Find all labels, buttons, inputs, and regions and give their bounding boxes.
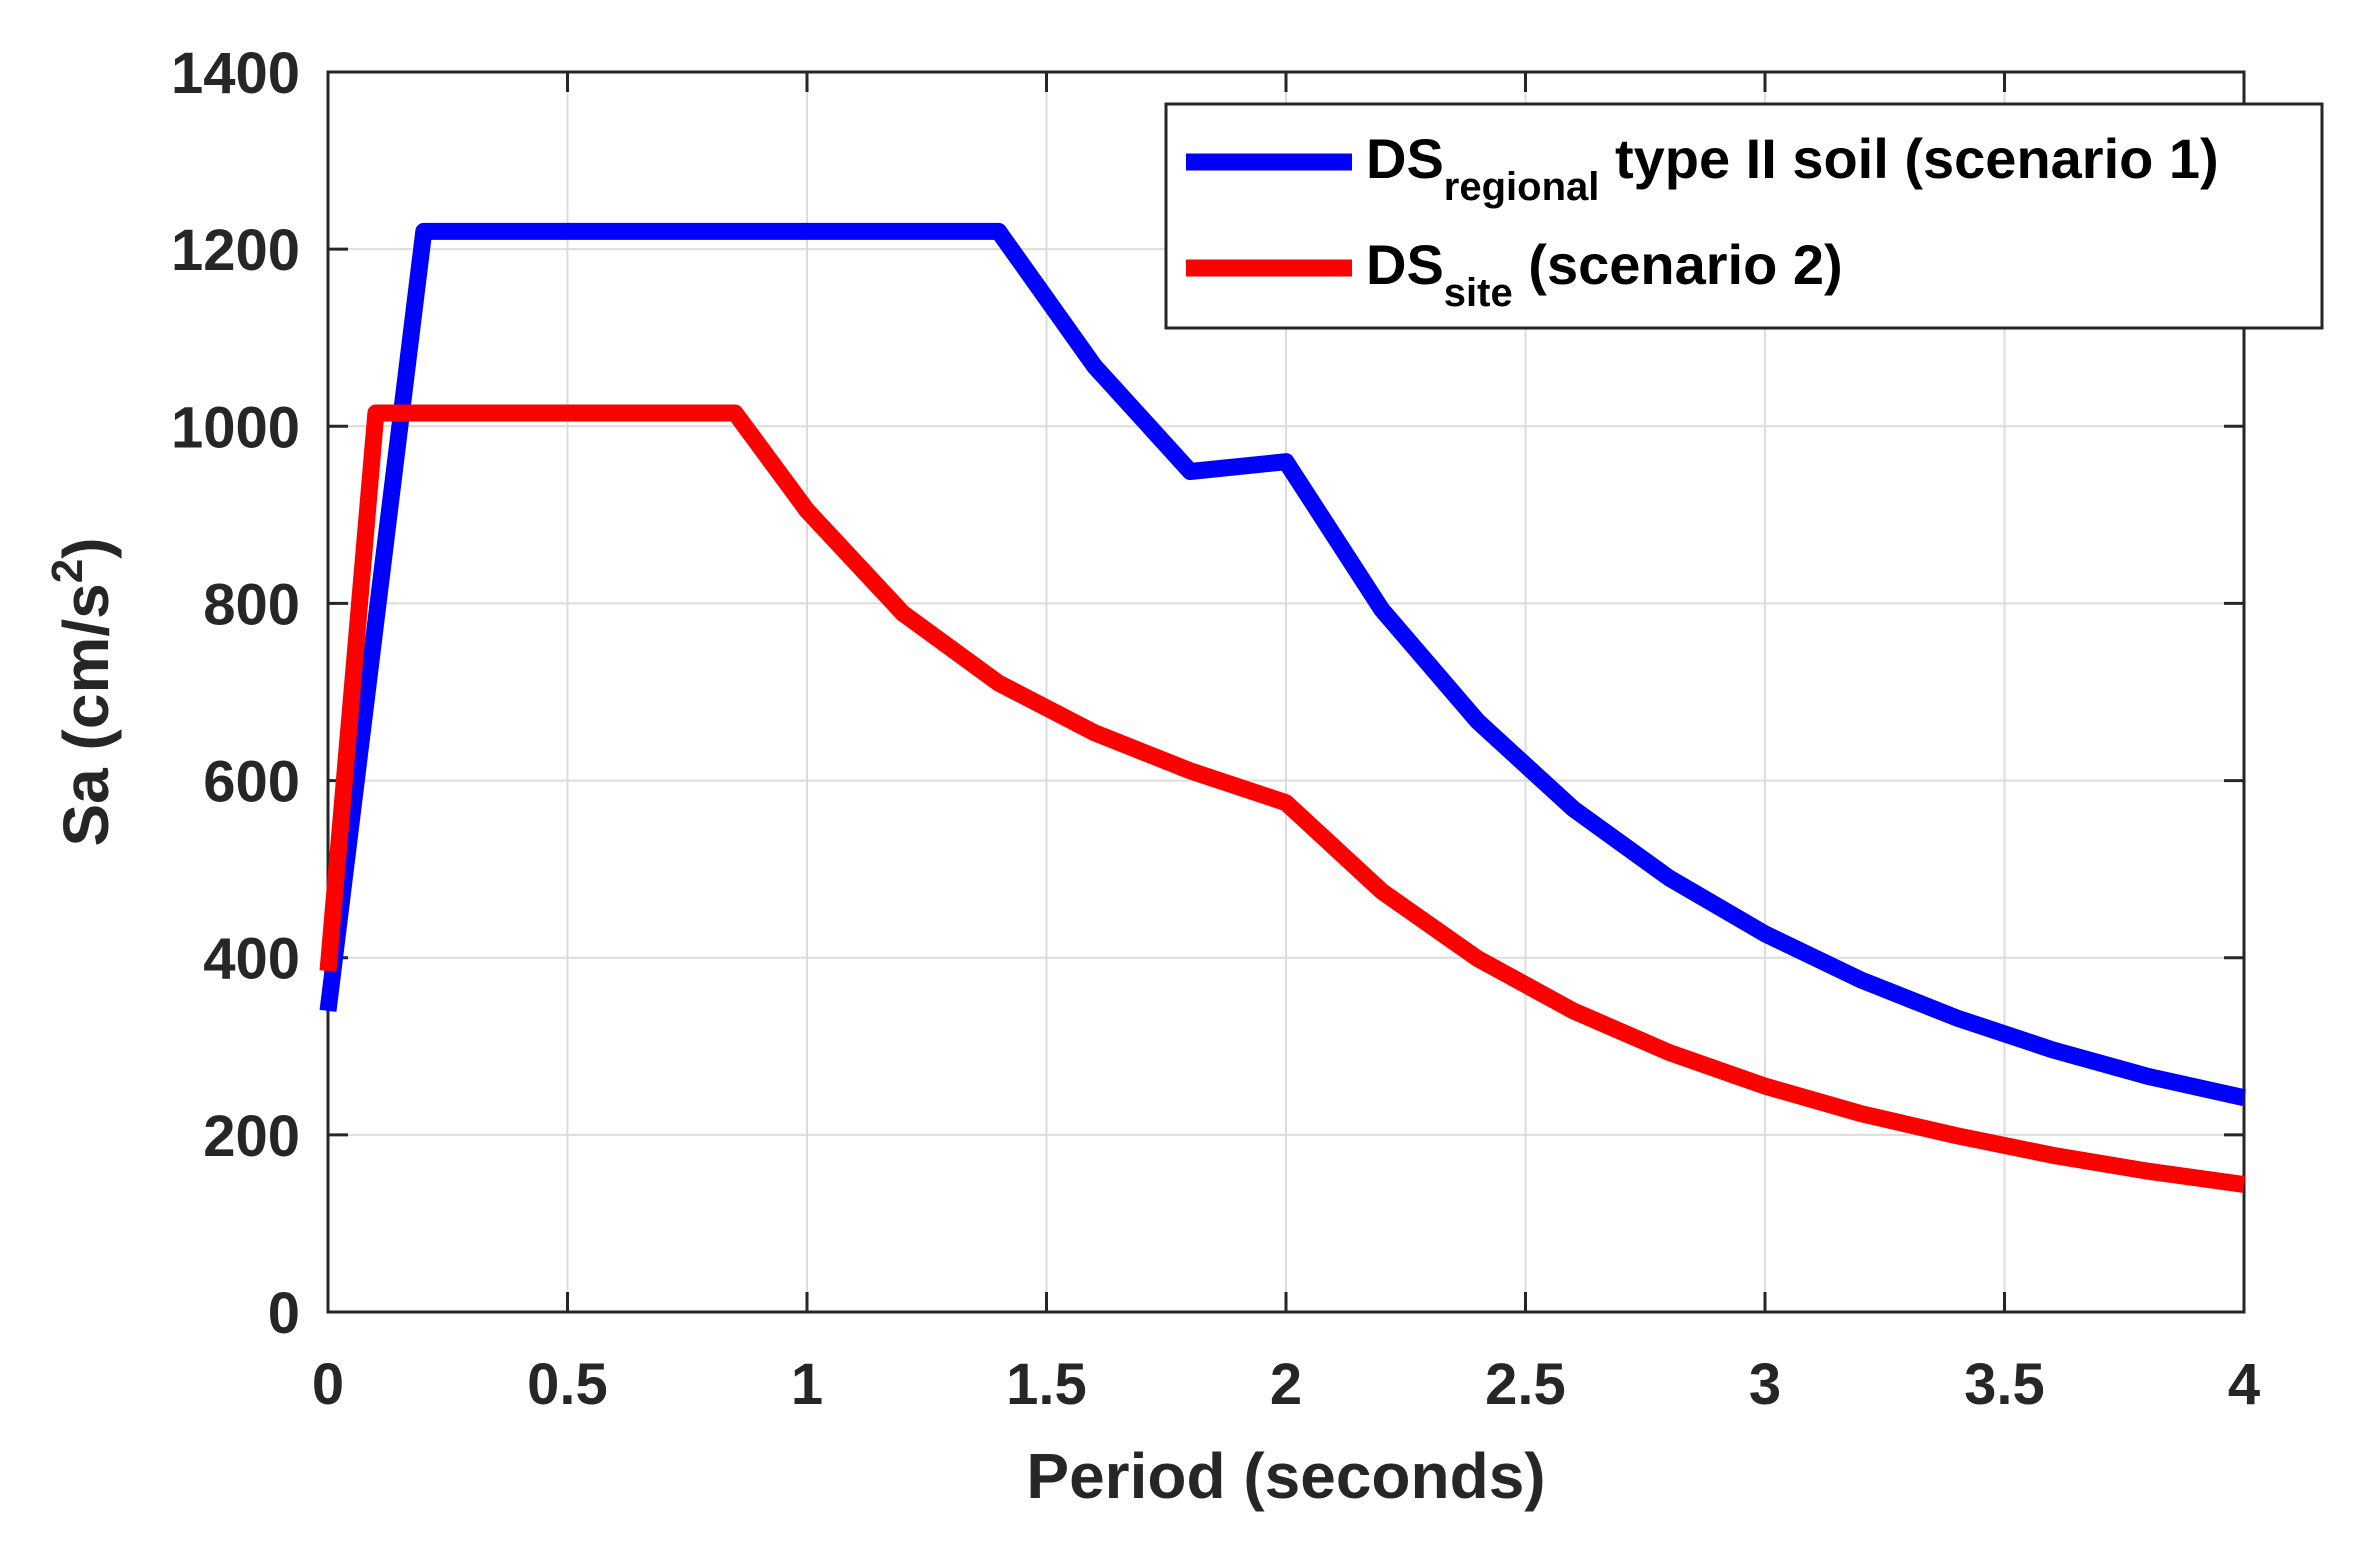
y-axis-title-superscript: 2 xyxy=(43,559,92,583)
x-tick-labels: 0 0.5 1 1.5 2 2.5 3 3.5 4 xyxy=(312,1352,2260,1417)
x-tick-label: 4 xyxy=(2228,1352,2260,1417)
legend-label-rest: (scenario 2) xyxy=(1513,233,1843,296)
y-tick-labels: 0 200 400 600 800 1000 1200 1400 xyxy=(171,41,300,1346)
legend-label-rest: type II soil (scenario 1) xyxy=(1599,127,2218,190)
x-tick-label: 0.5 xyxy=(527,1352,608,1417)
y-tick-label: 800 xyxy=(203,572,300,637)
legend-label-subscript: regional xyxy=(1444,165,1600,209)
series-line-scenario-1 xyxy=(319,222,2246,1106)
legend: DSregional type II soil (scenario 1) DSs… xyxy=(1164,102,2324,330)
y-tick-label: 1400 xyxy=(171,41,300,106)
series-layer xyxy=(319,222,2246,1193)
x-tick-label: 1 xyxy=(791,1352,823,1417)
x-tick-label: 3 xyxy=(1749,1352,1781,1417)
x-tick-label: 3.5 xyxy=(1964,1352,2045,1417)
legend-label-main: DS xyxy=(1366,127,1444,190)
series-line-scenario-2 xyxy=(319,404,2246,1193)
x-tick-label: 2.5 xyxy=(1485,1352,1566,1417)
legend-label-scenario-2: DSsite (scenario 2) xyxy=(1366,233,1843,315)
y-tick-label: 1000 xyxy=(171,395,300,460)
y-tick-label: 1200 xyxy=(171,218,300,283)
legend-box xyxy=(1164,102,2324,330)
y-tick-label: 0 xyxy=(268,1281,300,1346)
y-axis-title-prefix: Sa (cm/s xyxy=(50,583,122,846)
x-tick-label: 1.5 xyxy=(1006,1352,1087,1417)
x-tick-label: 2 xyxy=(1270,1352,1302,1417)
x-axis-title: Period (seconds) xyxy=(1026,1440,1545,1512)
axis-ticks xyxy=(326,70,2246,1314)
y-axis-title: Sa (cm/s2) xyxy=(43,537,122,846)
legend-label-subscript: site xyxy=(1444,271,1513,315)
y-tick-label: 600 xyxy=(203,750,300,815)
legend-label-main: DS xyxy=(1366,233,1444,296)
x-tick-label: 0 xyxy=(312,1352,344,1417)
y-axis-title-suffix: ) xyxy=(50,537,122,558)
y-tick-label: 200 xyxy=(203,1104,300,1169)
y-tick-label: 400 xyxy=(203,927,300,992)
legend-label-scenario-1: DSregional type II soil (scenario 1) xyxy=(1366,127,2219,209)
